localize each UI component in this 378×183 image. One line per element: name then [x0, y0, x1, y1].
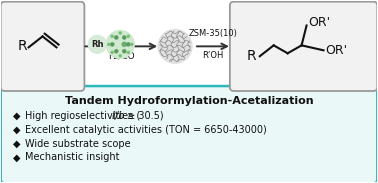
FancyBboxPatch shape — [230, 2, 377, 91]
Circle shape — [127, 35, 130, 38]
Text: OR': OR' — [325, 44, 348, 57]
Circle shape — [111, 35, 114, 38]
Circle shape — [158, 29, 192, 63]
Text: ZSM-35(10): ZSM-35(10) — [189, 29, 237, 38]
Text: ◆: ◆ — [13, 125, 20, 135]
FancyBboxPatch shape — [1, 86, 377, 183]
Circle shape — [119, 54, 122, 57]
Circle shape — [114, 36, 118, 40]
Text: ◆: ◆ — [13, 139, 20, 149]
Circle shape — [122, 36, 126, 40]
Text: Mechanistic insight: Mechanistic insight — [25, 152, 119, 163]
Text: R: R — [247, 49, 257, 63]
Text: ℓ/b: ℓ/b — [111, 111, 125, 121]
Text: OR': OR' — [308, 16, 331, 29]
Text: R’OH: R’OH — [202, 51, 224, 60]
Text: Tandem Hydroformylation-Acetalization: Tandem Hydroformylation-Acetalization — [65, 96, 313, 106]
Text: High regioselectivities (: High regioselectivities ( — [25, 111, 140, 121]
Text: Rh: Rh — [91, 40, 104, 49]
Circle shape — [88, 36, 106, 53]
Circle shape — [106, 30, 134, 58]
Text: ≥ 30.5): ≥ 30.5) — [124, 111, 164, 121]
Circle shape — [122, 42, 127, 47]
Text: ◆: ◆ — [13, 111, 20, 121]
Circle shape — [126, 42, 130, 46]
Circle shape — [107, 43, 110, 46]
Text: R: R — [18, 39, 28, 53]
Circle shape — [130, 43, 133, 46]
Text: ◆: ◆ — [13, 152, 20, 163]
Circle shape — [111, 51, 114, 54]
Text: Excellent catalytic activities (TON = 6650-43000): Excellent catalytic activities (TON = 66… — [25, 125, 266, 135]
Circle shape — [122, 49, 126, 53]
Text: H₂/CO: H₂/CO — [108, 51, 135, 60]
Circle shape — [114, 49, 118, 53]
Circle shape — [119, 31, 122, 34]
Circle shape — [127, 51, 130, 54]
Text: Wide substrate scope: Wide substrate scope — [25, 139, 130, 149]
FancyBboxPatch shape — [1, 2, 84, 91]
Circle shape — [110, 42, 114, 46]
